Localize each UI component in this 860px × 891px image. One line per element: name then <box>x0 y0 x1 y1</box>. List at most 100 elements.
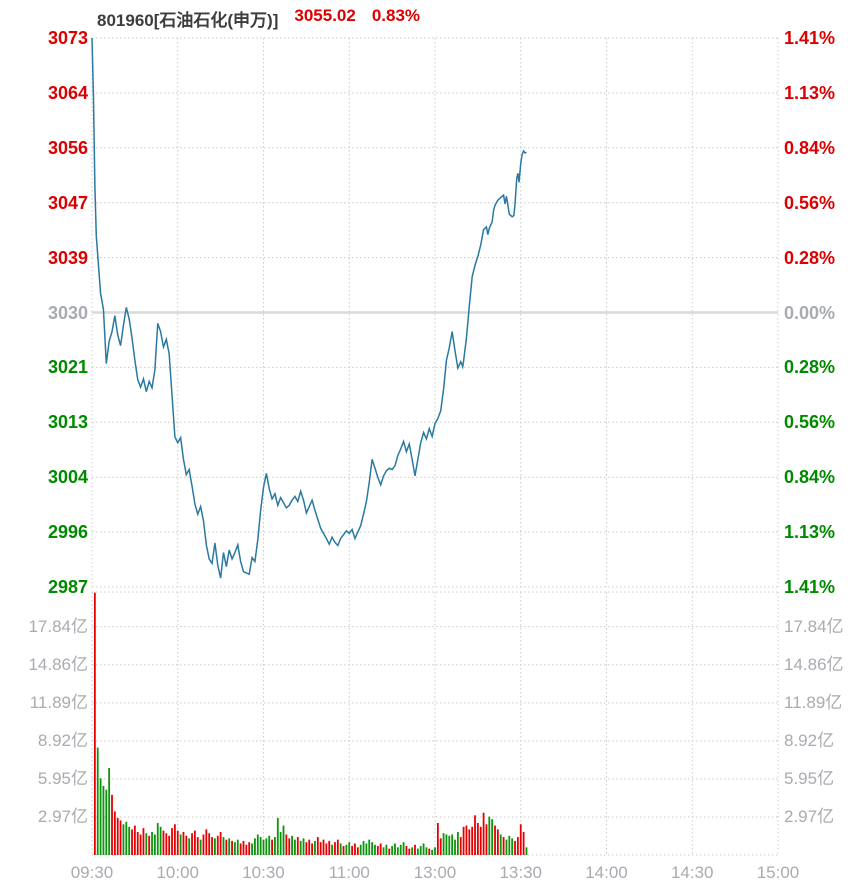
volume-bar <box>371 842 374 855</box>
price-tick-label: 2996 <box>47 522 88 543</box>
volume-bar <box>248 842 251 855</box>
volume-tick-label: 11.89亿 <box>29 692 88 712</box>
time-tick-label: 11:00 <box>328 863 370 882</box>
volume-bar <box>145 833 148 855</box>
volume-bar <box>345 844 348 855</box>
volume-bar <box>128 826 131 855</box>
price-tick-label: 2987 <box>47 577 88 597</box>
time-tick-label: 14:30 <box>670 863 714 882</box>
volume-bar <box>331 844 333 855</box>
volume-bar <box>156 823 159 855</box>
volume-bar <box>482 812 485 855</box>
volume-bar <box>251 843 253 855</box>
last-price: 3055.02 <box>294 6 356 25</box>
volume-bar <box>236 839 239 855</box>
volume-bar <box>474 815 476 855</box>
percent-tick-label: 0.28% <box>784 357 836 378</box>
volume-bar <box>502 837 505 855</box>
volume-bar <box>456 831 459 855</box>
volume-bar <box>228 838 231 855</box>
volume-bar <box>176 830 179 855</box>
volume-bar <box>459 837 462 855</box>
volume-bar <box>222 837 225 855</box>
volume-bar <box>245 844 248 855</box>
volume-bar <box>408 848 411 855</box>
volume-bar <box>171 828 173 855</box>
volume-bar <box>191 833 193 855</box>
volume-bar <box>105 789 108 855</box>
price-tick-label: 3013 <box>47 412 88 433</box>
volume-bar <box>451 834 454 855</box>
volume-bar <box>142 828 145 855</box>
time-tick-label: 10:00 <box>156 863 200 882</box>
volume-bar <box>271 839 273 855</box>
price-tick-label: 3039 <box>47 247 88 268</box>
volume-bar <box>122 824 125 855</box>
volume-bar <box>196 837 199 855</box>
percent-tick-label: 1.41% <box>784 28 836 48</box>
volume-bar <box>514 840 516 855</box>
volume-bar <box>188 838 191 855</box>
volume-bar <box>116 817 119 855</box>
change-percent: 0.83% <box>371 6 421 25</box>
volume-bar <box>454 839 456 855</box>
volume-bar <box>125 821 128 855</box>
volume-bar <box>465 825 468 855</box>
volume-bar <box>391 846 394 855</box>
volume-bar <box>394 843 396 855</box>
volume-bar <box>225 839 228 855</box>
volume-bar <box>285 834 288 855</box>
volume-bar <box>354 843 356 855</box>
volume-bar <box>499 834 502 855</box>
volume-bar <box>239 843 242 855</box>
volume-bar <box>416 848 419 855</box>
volume-tick-label: 8.92亿 <box>784 730 835 750</box>
volume-bar <box>265 838 268 855</box>
volume-bar <box>402 842 405 855</box>
volume-bar <box>208 833 211 855</box>
volume-bar <box>299 840 302 855</box>
volume-bar <box>448 835 451 855</box>
volume-bar <box>231 840 233 855</box>
volume-bar <box>365 843 368 855</box>
volume-bar <box>462 826 465 855</box>
volume-bar <box>505 839 508 855</box>
price-tick-label: 3064 <box>47 82 88 103</box>
volume-bars <box>93 592 528 855</box>
volume-bar <box>522 831 525 855</box>
volume-bar <box>288 838 291 855</box>
volume-bar <box>351 846 354 855</box>
volume-bar <box>511 838 514 855</box>
volume-bar <box>411 847 414 855</box>
volume-bar <box>356 847 359 855</box>
instrument-code-name: 801960[石油石化(申万)] <box>97 11 279 30</box>
volume-bar <box>219 831 222 855</box>
volume-bar <box>374 844 376 855</box>
volume-bar <box>168 835 171 855</box>
volume-bar <box>336 839 339 855</box>
percent-tick-label: 0.28% <box>784 247 836 268</box>
volume-bar <box>136 831 139 855</box>
volume-bar <box>211 837 213 855</box>
volume-bar <box>294 839 296 855</box>
volume-bar <box>322 839 325 855</box>
volume-bar <box>282 825 285 855</box>
volume-bar <box>382 847 385 855</box>
volume-bar <box>339 843 342 855</box>
volume-bar <box>491 819 494 855</box>
volume-bar <box>96 747 99 855</box>
volume-tick-label: 5.95亿 <box>37 768 88 788</box>
volume-tick-label: 14.86亿 <box>28 654 88 674</box>
percent-tick-label: 1.13% <box>784 522 836 543</box>
volume-bar <box>376 846 379 855</box>
volume-bar <box>99 778 102 855</box>
volume-bar <box>434 847 436 855</box>
volume-bar <box>296 837 299 855</box>
volume-bar <box>268 835 271 855</box>
volume-bar <box>234 842 236 855</box>
price-line <box>91 37 527 579</box>
volume-bar <box>173 824 176 855</box>
volume-bar <box>362 840 365 855</box>
volume-bar <box>436 823 439 855</box>
